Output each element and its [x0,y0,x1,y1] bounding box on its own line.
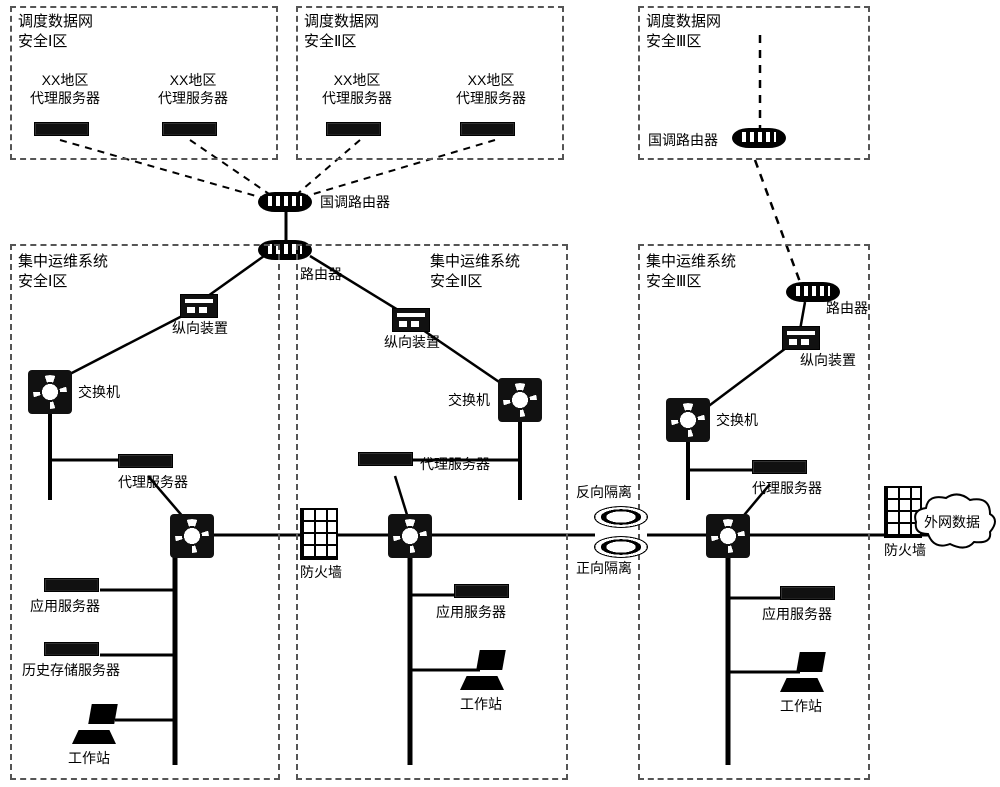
rack-icon [780,586,835,600]
rack-icon [162,122,217,136]
workstation-icon [72,704,116,744]
reverse-isolation-label: 反向隔离 [576,484,632,502]
proxy-label-z2a: XX地区 代理服务器 [322,72,392,107]
rack-icon [358,452,413,466]
workstation-icon [460,650,504,690]
rack-icon [454,584,509,598]
router-icon [786,282,840,302]
history-server-label-z1: 历史存储服务器 [22,662,120,680]
guodiao-router-label-center: 国调路由器 [320,194,390,212]
switch-label-z2: 交换机 [448,392,490,410]
firewall-label-12: 防火墙 [300,564,342,582]
longitudinal-device-icon [392,308,430,332]
ops-zone-3-title: 集中运维系统 安全Ⅲ区 [646,252,736,291]
external-data-label: 外网数据 [924,514,980,532]
ops-zone-1-title: 集中运维系统 安全Ⅰ区 [18,252,108,291]
longitudinal-label-z2: 纵向装置 [384,334,440,352]
rack-icon [118,454,173,468]
switch-icon [388,514,432,558]
proxy-label-z2b: XX地区 代理服务器 [456,72,526,107]
workstation-label-z2: 工作站 [460,696,502,714]
switch-icon [706,514,750,558]
switch-icon [666,398,710,442]
router-icon [258,192,312,212]
longitudinal-device-icon [782,326,820,350]
app-server-label-z3: 应用服务器 [762,606,832,624]
switch-icon [498,378,542,422]
proxy-label-z1b: XX地区 代理服务器 [158,72,228,107]
router-icon [732,128,786,148]
rack-icon [752,460,807,474]
ops-zone-2-box [296,244,568,780]
switch-label-z3: 交换机 [716,412,758,430]
ops-zone-2-title: 集中运维系统 安全Ⅱ区 [430,252,520,291]
top-zone-1-title: 调度数据网 安全Ⅰ区 [18,12,93,51]
app-server-label-z2: 应用服务器 [436,604,506,622]
proxy-label-z1a: XX地区 代理服务器 [30,72,100,107]
proxy-server-label-z1: 代理服务器 [118,474,188,492]
ops-zone-3-box [638,244,870,780]
rack-icon [44,642,99,656]
rack-icon [326,122,381,136]
switch-icon [170,514,214,558]
workstation-icon [780,652,824,692]
router-label-z3: 路由器 [826,300,868,318]
rack-icon [460,122,515,136]
longitudinal-device-icon [180,294,218,318]
top-zone-3-title: 调度数据网 安全Ⅲ区 [646,12,721,51]
proxy-server-label-z2: 代理服务器 [420,456,490,474]
isolation-icon [594,536,648,558]
proxy-server-label-z3: 代理服务器 [752,480,822,498]
rack-icon [44,578,99,592]
app-server-label-z1: 应用服务器 [30,598,100,616]
rack-icon [34,122,89,136]
top-zone-2-title: 调度数据网 安全Ⅱ区 [304,12,379,51]
switch-icon [28,370,72,414]
longitudinal-label-z3: 纵向装置 [800,352,856,370]
longitudinal-label-z1: 纵向装置 [172,320,228,338]
switch-label-z1: 交换机 [78,384,120,402]
ops-zone-1-box [10,244,280,780]
firewall-icon [302,510,336,558]
forward-isolation-label: 正向隔离 [576,560,632,578]
isolation-icon [594,506,648,528]
guodiao-router-label-top: 国调路由器 [648,132,718,150]
workstation-label-z1: 工作站 [68,750,110,768]
workstation-label-z3: 工作站 [780,698,822,716]
